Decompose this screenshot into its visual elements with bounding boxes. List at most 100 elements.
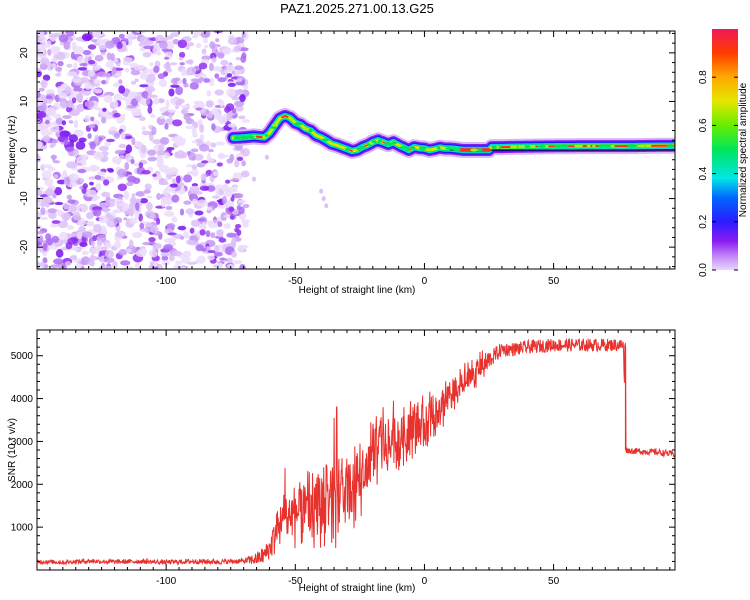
noise-blob: [124, 67, 130, 73]
noise-blob: [46, 237, 54, 246]
noise-blob: [193, 100, 204, 105]
noise-blob: [230, 239, 237, 248]
noise-blob: [102, 107, 107, 112]
noise-blob: [65, 146, 75, 152]
noise-blob: [212, 66, 222, 72]
noise-blob: [73, 62, 78, 71]
noise-blob: [73, 76, 80, 79]
noise-blob: [179, 51, 186, 59]
noise-blob: [104, 249, 114, 259]
noise-blob: [135, 31, 147, 34]
track-patch: [371, 140, 377, 144]
x-tick-label: -50: [288, 276, 303, 287]
noise-blob: [147, 88, 153, 97]
noise-blob: [67, 199, 76, 204]
noise-blob: [243, 85, 249, 90]
noise-blob: [55, 125, 60, 133]
noise-blob: [98, 215, 109, 224]
track-patch: [271, 123, 279, 127]
noise-blob: [73, 247, 79, 252]
noise-blob: [189, 82, 199, 90]
track-patch: [405, 147, 410, 151]
noise-blob: [51, 220, 61, 224]
noise-blob: [77, 218, 87, 227]
track-patch: [391, 141, 398, 145]
noise-blob: [129, 62, 139, 68]
noise-blob: [143, 45, 155, 50]
noise-blob: [144, 183, 152, 190]
noise-blob: [152, 173, 157, 177]
noise-blob: [167, 232, 177, 236]
noise-blob: [101, 116, 107, 124]
noise-blob: [165, 99, 170, 109]
noise-blob: [113, 209, 120, 214]
noise-blob: [61, 212, 72, 221]
noise-blob: [148, 82, 155, 87]
track-patch: [602, 144, 611, 148]
noise-blob: [198, 77, 205, 82]
noise-blob: [191, 164, 198, 170]
track-patch: [321, 138, 330, 142]
noise-blob: [66, 194, 73, 200]
track-patch: [470, 148, 478, 152]
noise-blob: [120, 131, 126, 141]
snr-panel: -100 -50 0 50 1000 2000 3000 4000 5000 Height o…: [7, 329, 676, 594]
noise-blob: [230, 196, 235, 202]
noise-blob: [158, 79, 168, 88]
noise-blob: [93, 151, 104, 160]
noise-blob: [63, 202, 69, 210]
noise-blob: [113, 100, 119, 109]
noise-blob: [210, 232, 216, 239]
noise-blob: [66, 161, 77, 169]
track-patch: [554, 144, 561, 148]
noise-blob: [140, 198, 148, 204]
noise-blob: [58, 34, 69, 43]
noise-blob: [234, 159, 240, 168]
noise-blob: [161, 255, 169, 261]
noise-blob: [75, 141, 86, 150]
noise-blob: [93, 88, 103, 94]
noise-blob: [42, 196, 53, 204]
noise-blob: [37, 212, 41, 218]
x-tick-label: 0: [422, 576, 428, 587]
noise-blob: [50, 264, 60, 269]
noise-blob: [198, 62, 208, 70]
noise-blob: [103, 179, 110, 186]
noise-blob: [177, 225, 187, 231]
noise-blob: [203, 186, 209, 191]
noise-blob: [97, 171, 106, 176]
noise-blob: [221, 196, 227, 204]
noise-blob: [136, 95, 142, 102]
spectrogram-x-ticks: -100 -50 0 50: [36, 31, 671, 287]
noise-blob: [124, 135, 133, 140]
noise-blob: [188, 152, 196, 161]
noise-blob: [165, 40, 175, 50]
noise-blob: [227, 82, 236, 87]
noise-blob: [216, 229, 224, 237]
noise-blob: [142, 51, 152, 58]
noise-blob: [241, 31, 246, 38]
noise-blob: [237, 245, 246, 253]
track-patch: [356, 147, 362, 151]
noise-blob: [93, 79, 101, 85]
noise-blob: [171, 194, 180, 203]
noise-blob: [213, 171, 219, 177]
noise-blob: [171, 216, 178, 223]
noise-blob: [226, 64, 234, 73]
noise-blob: [126, 181, 134, 187]
noise-blob: [77, 168, 87, 174]
track-patch: [453, 147, 462, 151]
noise-blob: [76, 56, 84, 64]
noise-blob: [264, 154, 269, 160]
noise-blob: [65, 106, 73, 113]
noise-blob: [105, 60, 114, 69]
noise-blob: [203, 37, 208, 44]
track-patch: [410, 146, 416, 150]
noise-blob: [126, 248, 132, 253]
noise-blob: [234, 105, 244, 112]
y-tick-label: 4000: [11, 394, 34, 405]
noise-blob: [239, 94, 246, 103]
noise-blob: [88, 247, 100, 255]
noise-blob: [62, 169, 67, 177]
snr-series-line: [37, 337, 675, 566]
